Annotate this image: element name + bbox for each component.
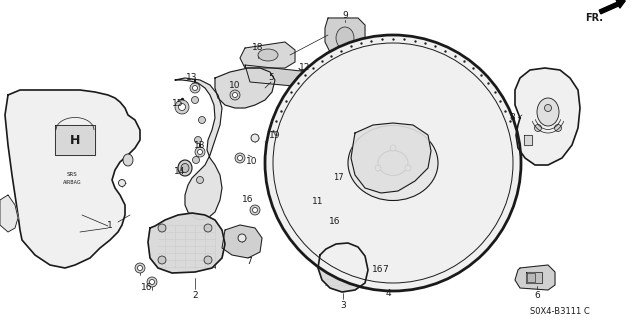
Text: 18: 18	[252, 44, 264, 52]
Text: 10: 10	[229, 81, 241, 90]
Ellipse shape	[237, 156, 243, 161]
Ellipse shape	[158, 256, 166, 264]
Polygon shape	[524, 135, 532, 145]
Text: 6: 6	[534, 291, 540, 300]
Ellipse shape	[238, 234, 246, 242]
Ellipse shape	[258, 49, 278, 61]
Polygon shape	[5, 90, 140, 268]
Text: S0X4-B3111 C: S0X4-B3111 C	[530, 308, 590, 316]
FancyArrow shape	[599, 0, 625, 14]
Text: AIRBAG: AIRBAG	[63, 180, 81, 185]
Ellipse shape	[250, 205, 260, 215]
Text: H: H	[70, 133, 80, 147]
Text: FR.: FR.	[585, 13, 603, 23]
Ellipse shape	[147, 277, 157, 287]
Ellipse shape	[375, 165, 381, 171]
Ellipse shape	[265, 35, 521, 291]
Text: 19: 19	[269, 131, 281, 140]
Text: 12: 12	[300, 62, 310, 71]
Ellipse shape	[193, 85, 198, 91]
Ellipse shape	[195, 147, 205, 157]
Text: 2: 2	[192, 291, 198, 300]
Polygon shape	[526, 272, 542, 283]
Text: 16: 16	[329, 218, 340, 227]
Ellipse shape	[336, 27, 354, 49]
Ellipse shape	[367, 257, 377, 267]
Text: 5: 5	[268, 74, 274, 83]
Ellipse shape	[253, 207, 257, 212]
Ellipse shape	[179, 103, 186, 110]
Text: 9: 9	[342, 11, 348, 20]
Text: 17: 17	[333, 173, 343, 182]
Ellipse shape	[193, 156, 200, 164]
Text: 7: 7	[246, 258, 252, 267]
Ellipse shape	[123, 154, 133, 166]
Ellipse shape	[405, 165, 411, 171]
Text: 15: 15	[172, 99, 184, 108]
Polygon shape	[318, 243, 368, 292]
Polygon shape	[148, 213, 225, 273]
Text: 14: 14	[174, 167, 186, 177]
Ellipse shape	[230, 90, 240, 100]
Polygon shape	[245, 65, 315, 88]
Text: 1: 1	[107, 220, 113, 229]
Ellipse shape	[198, 116, 205, 124]
Polygon shape	[215, 68, 275, 108]
Ellipse shape	[196, 177, 204, 183]
Ellipse shape	[181, 164, 189, 172]
Polygon shape	[55, 125, 95, 155]
Ellipse shape	[190, 83, 200, 93]
Ellipse shape	[198, 149, 202, 155]
Text: 13: 13	[195, 140, 205, 149]
Text: 4: 4	[385, 289, 391, 298]
Ellipse shape	[150, 279, 154, 284]
Polygon shape	[527, 273, 535, 282]
Ellipse shape	[554, 124, 561, 132]
Polygon shape	[222, 225, 262, 258]
Polygon shape	[515, 265, 555, 290]
Ellipse shape	[195, 137, 202, 143]
Text: 16: 16	[141, 283, 153, 292]
Polygon shape	[175, 78, 222, 220]
Polygon shape	[351, 123, 431, 193]
Ellipse shape	[390, 145, 396, 151]
Ellipse shape	[251, 134, 259, 142]
Text: SRS: SRS	[67, 172, 77, 178]
Ellipse shape	[178, 160, 192, 176]
Text: 13: 13	[186, 74, 198, 83]
Polygon shape	[325, 18, 365, 58]
Ellipse shape	[378, 150, 408, 175]
Polygon shape	[240, 42, 295, 68]
Text: 3: 3	[340, 300, 346, 309]
Ellipse shape	[232, 92, 237, 98]
Ellipse shape	[118, 180, 125, 187]
Ellipse shape	[537, 98, 559, 126]
Ellipse shape	[545, 105, 552, 111]
Text: 8: 8	[509, 114, 515, 123]
Text: 16: 16	[243, 196, 253, 204]
Text: 7: 7	[382, 266, 388, 275]
Ellipse shape	[135, 263, 145, 273]
Text: 16: 16	[372, 266, 384, 275]
Ellipse shape	[158, 224, 166, 232]
Polygon shape	[0, 195, 18, 232]
Ellipse shape	[138, 266, 143, 270]
Ellipse shape	[348, 125, 438, 201]
Ellipse shape	[235, 153, 245, 163]
Ellipse shape	[191, 97, 198, 103]
Polygon shape	[515, 68, 580, 165]
Ellipse shape	[204, 256, 212, 264]
Ellipse shape	[534, 124, 541, 132]
Polygon shape	[374, 248, 402, 272]
Text: 10: 10	[246, 157, 258, 166]
Ellipse shape	[204, 224, 212, 232]
Ellipse shape	[369, 260, 374, 265]
Text: 11: 11	[312, 197, 324, 206]
Ellipse shape	[175, 100, 189, 114]
